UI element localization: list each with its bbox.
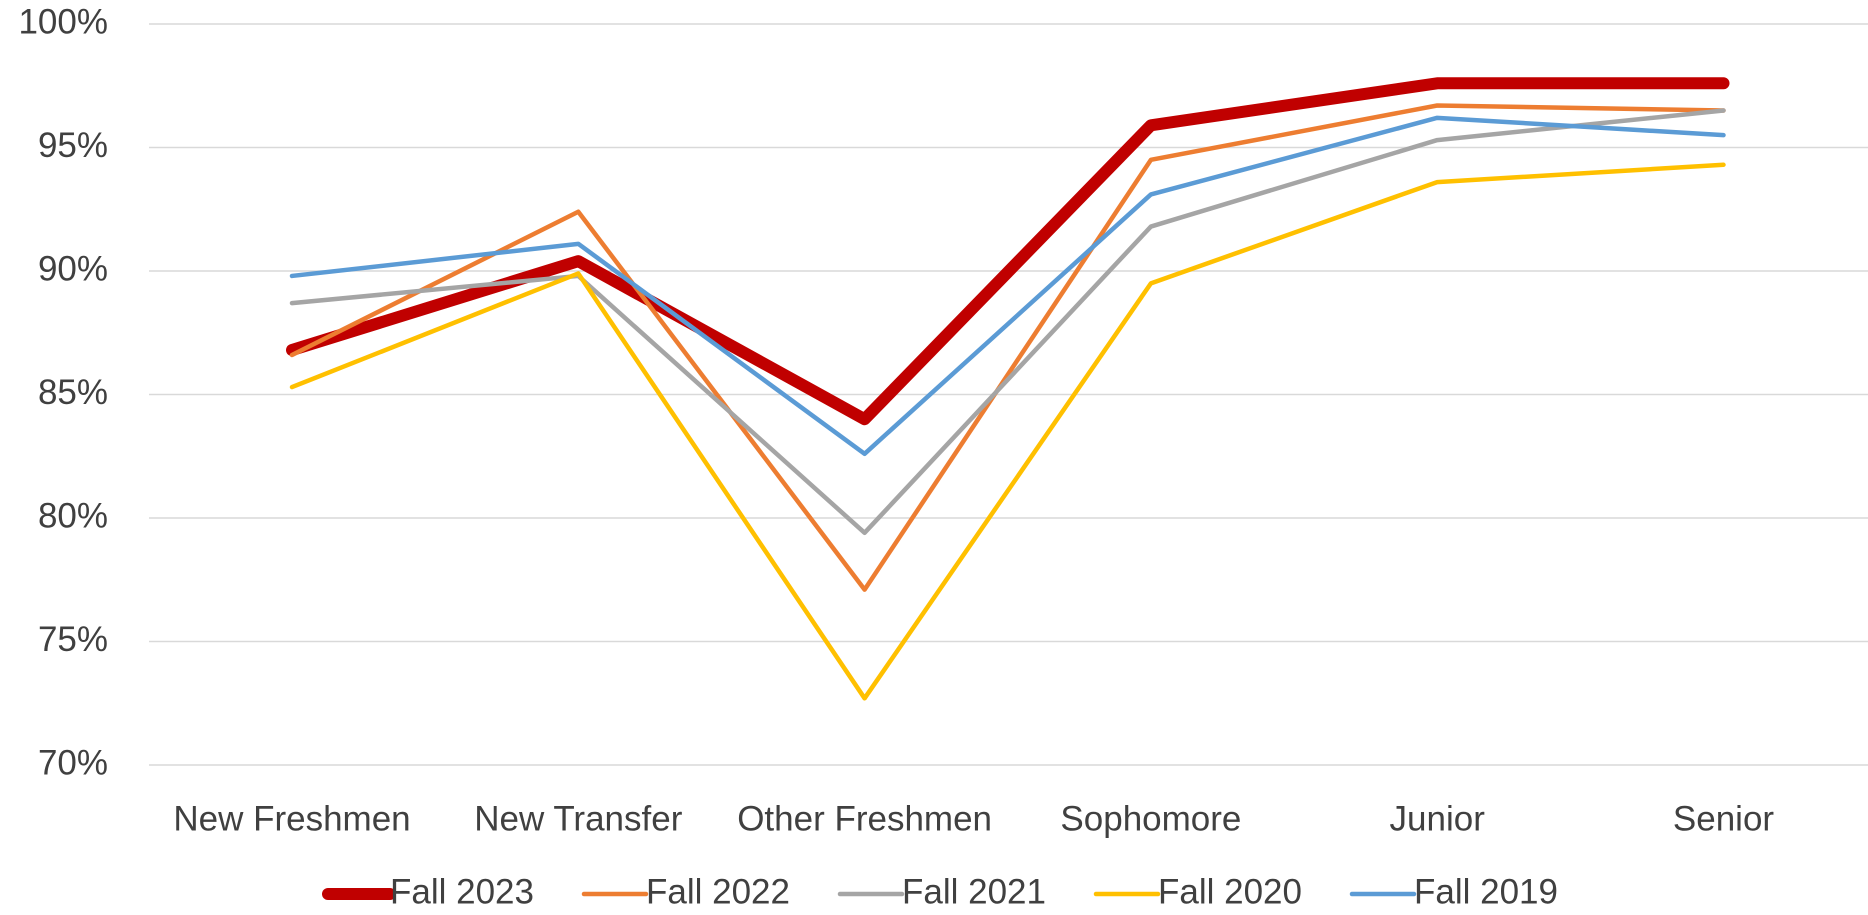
x-tick-label: New Transfer	[474, 799, 682, 838]
y-tick-label: 100%	[18, 2, 108, 41]
series-line	[289, 162, 1726, 701]
legend-label: Fall 2023	[390, 872, 534, 911]
legend-label: Fall 2022	[646, 872, 790, 911]
y-tick-label: 75%	[38, 620, 108, 659]
y-tick-label: 85%	[38, 373, 108, 412]
legend-label: Fall 2021	[902, 872, 1046, 911]
series-line	[289, 115, 1726, 457]
series-line	[289, 108, 1726, 536]
y-tick-label: 80%	[38, 496, 108, 535]
series-line	[289, 103, 1726, 592]
y-tick-label: 90%	[38, 249, 108, 288]
x-tick-label: New Freshmen	[173, 799, 410, 838]
legend-label: Fall 2020	[1158, 872, 1302, 911]
x-tick-label: Junior	[1390, 799, 1486, 838]
series-line	[286, 77, 1730, 426]
x-tick-label: Sophomore	[1060, 799, 1241, 838]
x-tick-label: Senior	[1673, 799, 1775, 838]
y-tick-label: 95%	[38, 126, 108, 165]
y-tick-label: 70%	[38, 743, 108, 782]
legend-label: Fall 2019	[1414, 872, 1558, 911]
x-tick-label: Other Freshmen	[737, 799, 992, 838]
